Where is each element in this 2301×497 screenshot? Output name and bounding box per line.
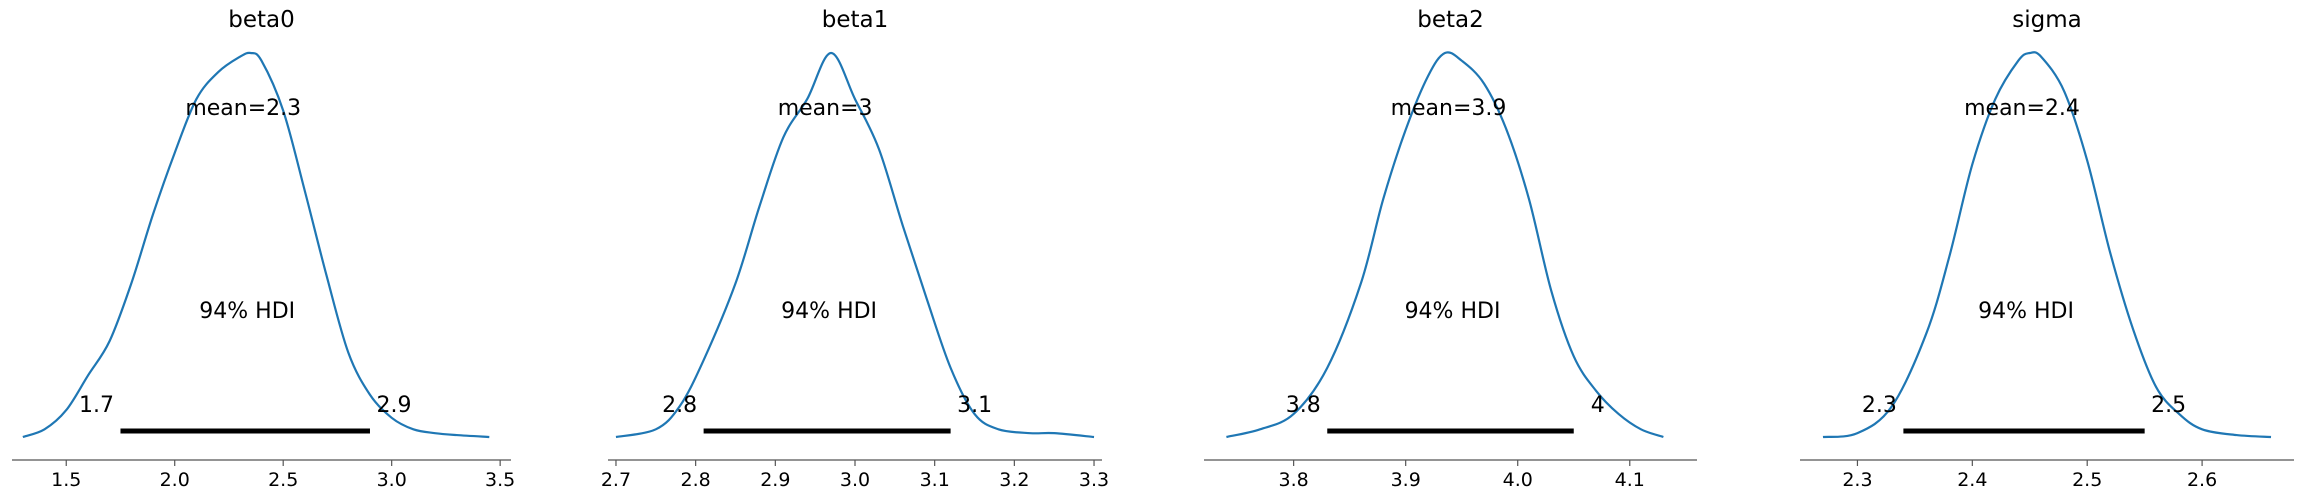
hdi-upper-label: 2.9 <box>376 393 411 418</box>
panel-sigma: sigma mean=2.4 94% HDI 2.3 2.5 2.3 2.4 2.5 2.6 <box>1800 7 2294 491</box>
hdi-label: 94% HDI <box>781 299 877 324</box>
panel-title: beta2 <box>1417 7 1484 33</box>
x-tick-label: 2.5 <box>2072 469 2102 491</box>
x-tick-label: 4.1 <box>1615 469 1645 491</box>
density-curve <box>1226 51 1664 439</box>
mean-label: mean=3.9 <box>1391 96 1507 121</box>
density-curve <box>1822 51 2272 439</box>
x-tick-label: 3.9 <box>1391 469 1421 491</box>
x-tick-label: 3.0 <box>840 469 870 491</box>
x-tick-label: 2.3 <box>1842 469 1872 491</box>
mean-label: mean=3 <box>778 96 873 121</box>
x-tick-label: 3.3 <box>1079 469 1109 491</box>
x-tick-label: 2.5 <box>268 469 298 491</box>
x-tick-label: 4.0 <box>1503 469 1533 491</box>
x-tick-label: 2.4 <box>1957 469 1987 491</box>
x-tick-label: 3.2 <box>999 469 1029 491</box>
hdi-lower-label: 2.8 <box>662 393 697 418</box>
panel-title: beta1 <box>822 7 889 33</box>
x-tick-label: 2.8 <box>681 469 711 491</box>
density-curve <box>615 51 1095 439</box>
hdi-lower-label: 3.8 <box>1286 393 1321 418</box>
hdi-lower-label: 2.3 <box>1862 393 1897 418</box>
x-tick-label: 2.9 <box>760 469 790 491</box>
hdi-label: 94% HDI <box>1405 299 1501 324</box>
x-tick-label: 3.0 <box>377 469 407 491</box>
hdi-upper-label: 4 <box>1591 393 1605 418</box>
mean-label: mean=2.4 <box>1964 96 2080 121</box>
mean-label: mean=2.3 <box>185 96 301 121</box>
hdi-upper-label: 3.1 <box>957 393 992 418</box>
hdi-label: 94% HDI <box>199 299 295 324</box>
hdi-upper-label: 2.5 <box>2151 393 2186 418</box>
x-tick-label: 3.5 <box>485 469 515 491</box>
x-tick-label: 3.8 <box>1279 469 1309 491</box>
panel-title: sigma <box>2012 7 2081 33</box>
x-tick-label: 2.6 <box>2187 469 2217 491</box>
panel-beta0: beta0 mean=2.3 94% HDI 1.7 2.9 1.5 2.0 2.5 3.0 3.… <box>12 7 515 491</box>
hdi-lower-label: 1.7 <box>79 393 114 418</box>
hdi-label: 94% HDI <box>1978 299 2074 324</box>
x-tick-label: 2.0 <box>160 469 190 491</box>
panel-beta1: beta1 mean=3 94% HDI 2.8 3.1 2.7 2.8 2.9 3.0 3.1 3… <box>601 7 1109 491</box>
panel-title: beta0 <box>228 7 295 33</box>
x-tick-label: 2.7 <box>601 469 631 491</box>
x-tick-label: 3.1 <box>920 469 950 491</box>
density-curve <box>22 51 490 439</box>
x-tick-label: 1.5 <box>51 469 81 491</box>
panel-beta2: beta2 mean=3.9 94% HDI 3.8 4 3.8 3.9 4.0 4.1 <box>1204 7 1697 491</box>
